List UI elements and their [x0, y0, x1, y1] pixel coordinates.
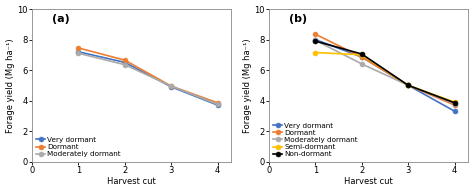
Very dormant — [405, 84, 411, 86]
Very dormant — [452, 110, 457, 112]
Text: (a): (a) — [52, 14, 70, 24]
Semi-dormant — [452, 101, 457, 103]
Dormant — [168, 85, 174, 87]
Dormant — [312, 33, 318, 35]
Dormant — [405, 84, 411, 86]
Dormant — [359, 56, 365, 58]
Legend: Very dormant, Dormant, Moderately dormant, Semi-dormant, Non-dormant: Very dormant, Dormant, Moderately dorman… — [271, 120, 360, 159]
Very dormant — [359, 56, 365, 58]
Dormant — [122, 59, 128, 61]
Moderately dormant — [75, 52, 81, 54]
Moderately dormant — [168, 85, 174, 87]
Dormant — [75, 47, 81, 49]
Semi-dormant — [359, 54, 365, 56]
Moderately dormant — [359, 63, 365, 65]
Moderately dormant — [405, 84, 411, 86]
Moderately dormant — [312, 39, 318, 41]
Line: Dormant: Dormant — [76, 46, 220, 105]
Moderately dormant — [452, 102, 457, 105]
Line: Very dormant: Very dormant — [76, 49, 220, 108]
Moderately dormant — [215, 103, 220, 105]
Line: Dormant: Dormant — [313, 32, 457, 108]
Text: (b): (b) — [289, 14, 307, 24]
Legend: Very dormant, Dormant, Moderately dormant: Very dormant, Dormant, Moderately dorman… — [34, 135, 123, 159]
Non-dormant — [452, 102, 457, 104]
Y-axis label: Forage yield (Mg ha⁻¹): Forage yield (Mg ha⁻¹) — [6, 38, 15, 133]
X-axis label: Harvest cut: Harvest cut — [107, 177, 156, 186]
Line: Moderately dormant: Moderately dormant — [76, 51, 220, 107]
Y-axis label: Forage yield (Mg ha⁻¹): Forage yield (Mg ha⁻¹) — [243, 38, 252, 133]
Very dormant — [122, 61, 128, 64]
X-axis label: Harvest cut: Harvest cut — [344, 177, 393, 186]
Non-dormant — [405, 84, 411, 86]
Dormant — [452, 104, 457, 106]
Very dormant — [312, 38, 318, 41]
Very dormant — [168, 86, 174, 88]
Line: Moderately dormant: Moderately dormant — [313, 38, 457, 106]
Semi-dormant — [312, 51, 318, 54]
Non-dormant — [312, 40, 318, 42]
Line: Semi-dormant: Semi-dormant — [313, 50, 457, 104]
Semi-dormant — [405, 84, 411, 86]
Moderately dormant — [122, 64, 128, 66]
Line: Very dormant: Very dormant — [313, 37, 457, 114]
Line: Non-dormant: Non-dormant — [313, 39, 457, 105]
Very dormant — [215, 104, 220, 106]
Non-dormant — [359, 53, 365, 55]
Dormant — [215, 102, 220, 104]
Very dormant — [75, 50, 81, 53]
